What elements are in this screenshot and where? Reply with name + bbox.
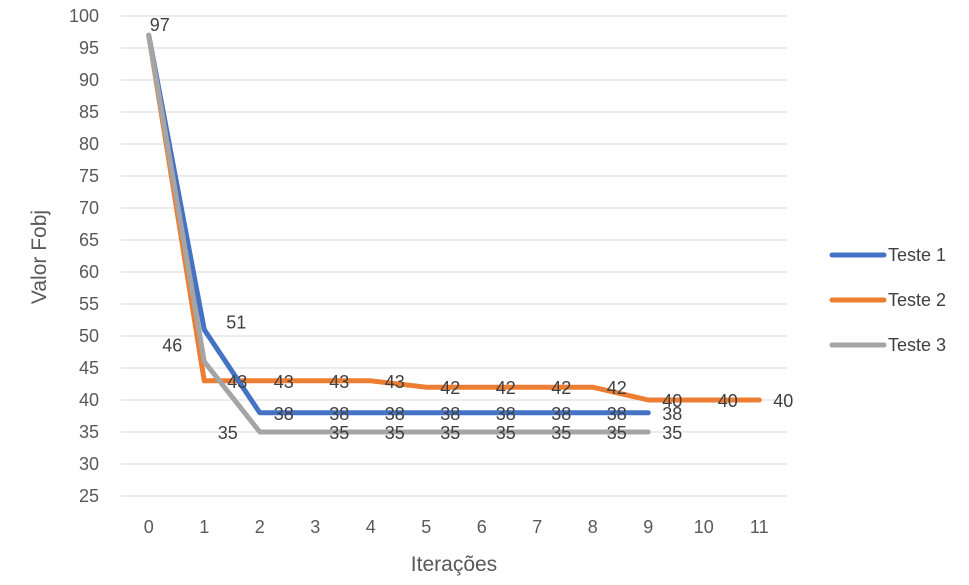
y-tick-label: 95 [79, 38, 99, 58]
data-label: 35 [385, 423, 405, 443]
x-tick-label: 4 [366, 517, 376, 537]
x-tick-label: 8 [588, 517, 598, 537]
y-tick-label: 55 [79, 294, 99, 314]
data-label: 38 [440, 404, 460, 424]
y-axis-title: Valor Fobj [28, 210, 51, 304]
data-label: 40 [662, 391, 682, 411]
data-label: 38 [496, 404, 516, 424]
data-label: 38 [274, 404, 294, 424]
x-tick-label: 3 [310, 517, 320, 537]
x-tick-label: 10 [694, 517, 714, 537]
legend-item: Teste 2 [829, 290, 946, 310]
y-tick-label: 70 [79, 198, 99, 218]
x-tick-label: 9 [643, 517, 653, 537]
y-tick-label: 85 [79, 102, 99, 122]
data-label: 35 [440, 423, 460, 443]
y-tick-label: 80 [79, 134, 99, 154]
data-label: 35 [607, 423, 627, 443]
data-label: 40 [718, 391, 738, 411]
data-label: 46 [162, 336, 182, 356]
y-tick-label: 65 [79, 230, 99, 250]
data-label: 42 [607, 378, 627, 398]
y-tick-label: 90 [79, 70, 99, 90]
data-label: 43 [227, 372, 247, 392]
x-axis-ticks: 0 1 2 3 4 5 6 7 8 9 10 11 [144, 517, 769, 537]
y-tick-label: 50 [79, 326, 99, 346]
series-line-3 [146, 32, 651, 435]
x-tick-label: 2 [255, 517, 265, 537]
series-line-2 [146, 32, 762, 403]
data-label: 35 [662, 423, 682, 443]
data-label: 35 [496, 423, 516, 443]
data-label: 43 [329, 372, 349, 392]
data-label: 35 [329, 423, 349, 443]
data-label: 38 [607, 404, 627, 424]
data-label: 42 [440, 378, 460, 398]
legend-label: Teste 2 [888, 290, 946, 310]
x-tick-label: 1 [199, 517, 209, 537]
data-label: 38 [329, 404, 349, 424]
legend-label: Teste 3 [888, 335, 946, 355]
data-label: 35 [218, 423, 238, 443]
data-label: 42 [496, 378, 516, 398]
data-label: 42 [551, 378, 571, 398]
data-label: 43 [274, 372, 294, 392]
legend: Teste 1 Teste 2 Teste 3 [829, 245, 946, 355]
y-tick-label: 25 [79, 486, 99, 506]
x-tick-label: 6 [477, 517, 487, 537]
gridlines [121, 15, 787, 497]
data-label: 35 [551, 423, 571, 443]
data-label: 38 [385, 404, 405, 424]
data-labels: 97 51 38 38 38 38 38 38 38 38 43 43 43 43 42 42 42 42 40 40… [150, 15, 794, 443]
legend-label: Teste 1 [888, 245, 946, 265]
x-tick-label: 11 [750, 517, 769, 537]
series-lines [146, 32, 762, 435]
y-axis-ticks: 25 30 35 40 45 50 55 60 65 70 75 80 85 90 95 100 [69, 6, 99, 506]
data-label: 51 [226, 313, 246, 333]
y-tick-label: 35 [79, 422, 99, 442]
y-tick-label: 75 [79, 166, 99, 186]
data-label: 40 [773, 391, 793, 411]
legend-item: Teste 1 [829, 245, 946, 265]
y-tick-label: 40 [79, 390, 99, 410]
data-label: 43 [385, 372, 405, 392]
data-label: 38 [662, 404, 682, 424]
x-axis-title: Iterações [411, 553, 497, 576]
x-tick-label: 0 [144, 517, 154, 537]
y-tick-label: 100 [69, 6, 99, 26]
y-tick-label: 60 [79, 262, 99, 282]
y-tick-label: 30 [79, 454, 99, 474]
legend-item: Teste 3 [829, 335, 946, 355]
x-tick-label: 7 [532, 517, 542, 537]
series-line-1 [146, 32, 651, 416]
data-label: 38 [551, 404, 571, 424]
data-label: 97 [150, 15, 170, 35]
y-tick-label: 45 [79, 358, 99, 378]
x-tick-label: 5 [421, 517, 431, 537]
